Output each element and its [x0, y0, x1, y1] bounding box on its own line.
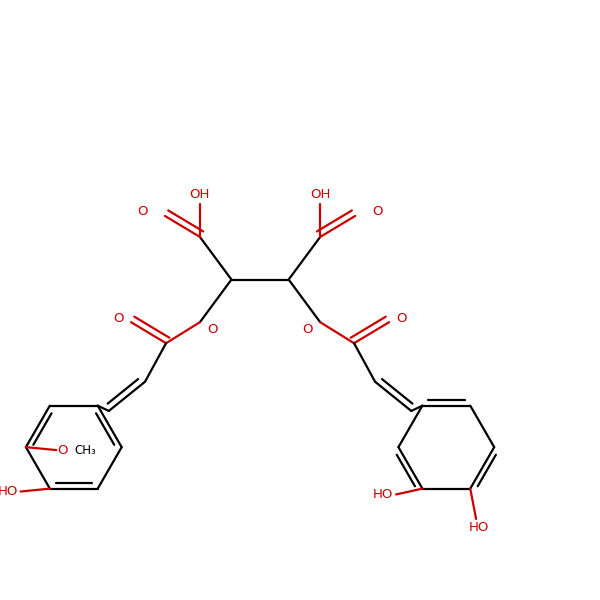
Text: O: O [137, 205, 148, 218]
Text: HO: HO [0, 485, 18, 498]
Text: HO: HO [373, 488, 394, 501]
Text: O: O [57, 443, 67, 457]
Text: OH: OH [310, 188, 331, 201]
Text: O: O [372, 205, 383, 218]
Text: O: O [208, 323, 218, 336]
Text: O: O [302, 323, 313, 336]
Text: CH₃: CH₃ [74, 443, 97, 457]
Text: HO: HO [469, 521, 489, 534]
Text: OH: OH [190, 188, 210, 201]
Text: O: O [396, 311, 407, 325]
Text: O: O [113, 311, 124, 325]
